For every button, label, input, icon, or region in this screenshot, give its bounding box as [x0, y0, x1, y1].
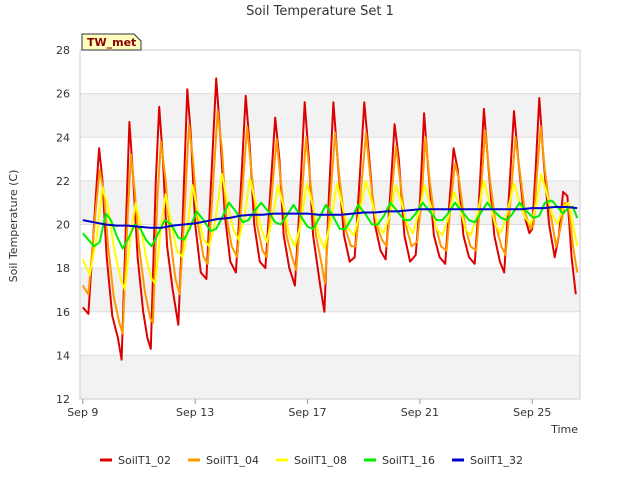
x-axis-ticks: Sep 9 Sep 13 Sep 17 Sep 21 Sep 25 — [67, 399, 551, 419]
badge-shape — [81, 33, 142, 51]
series-line-soilt1-04 — [81, 110, 579, 335]
x-tick-label: Sep 21 — [401, 406, 439, 419]
series-line-soilt1-16 — [82, 199, 579, 250]
tw-met-badge: TW_met — [81, 33, 142, 51]
legend-label-soilt1-04: SoilT1_04 — [206, 454, 259, 467]
background-band — [80, 93, 580, 138]
background-band — [80, 355, 580, 399]
y-axis-label: Soil Temperature (C) — [7, 170, 20, 283]
x-tick-label: Sep 25 — [513, 406, 551, 419]
x-axis-label: Time — [550, 423, 578, 436]
y-tick-label: 20 — [56, 219, 70, 232]
legend-label-soilt1-02: SoilT1_02 — [118, 454, 171, 467]
y-tick-label: 18 — [56, 262, 70, 275]
x-tick-label: Sep 17 — [288, 406, 326, 419]
legend-label-soilt1-08: SoilT1_08 — [294, 454, 347, 467]
y-tick-label: 26 — [56, 88, 70, 101]
series-lines — [81, 77, 579, 361]
y-tick-label: 12 — [56, 393, 70, 406]
legend-label-soilt1-16: SoilT1_16 — [382, 454, 435, 467]
badge-label: TW_met — [87, 36, 136, 49]
chart-title: Soil Temperature Set 1 — [246, 4, 394, 19]
x-tick-label: Sep 13 — [176, 406, 214, 419]
series-line-soilt1-32 — [82, 206, 578, 229]
y-tick-label: 28 — [56, 44, 70, 57]
y-axis-ticks: 12 14 16 18 20 22 24 26 28 — [56, 44, 70, 406]
x-tick-label: Sep 9 — [67, 406, 98, 419]
series-line-soilt1-08 — [81, 173, 579, 291]
y-tick-label: 24 — [56, 131, 70, 144]
y-tick-label: 14 — [56, 349, 70, 362]
y-tick-label: 16 — [56, 306, 70, 319]
legend: SoilT1_02 SoilT1_04 SoilT1_08 SoilT1_16 Soil… — [100, 454, 523, 467]
y-tick-label: 22 — [56, 175, 70, 188]
plot-frame — [79, 49, 581, 400]
legend-label-soilt1-32: SoilT1_32 — [470, 454, 523, 467]
background-band — [80, 268, 580, 312]
